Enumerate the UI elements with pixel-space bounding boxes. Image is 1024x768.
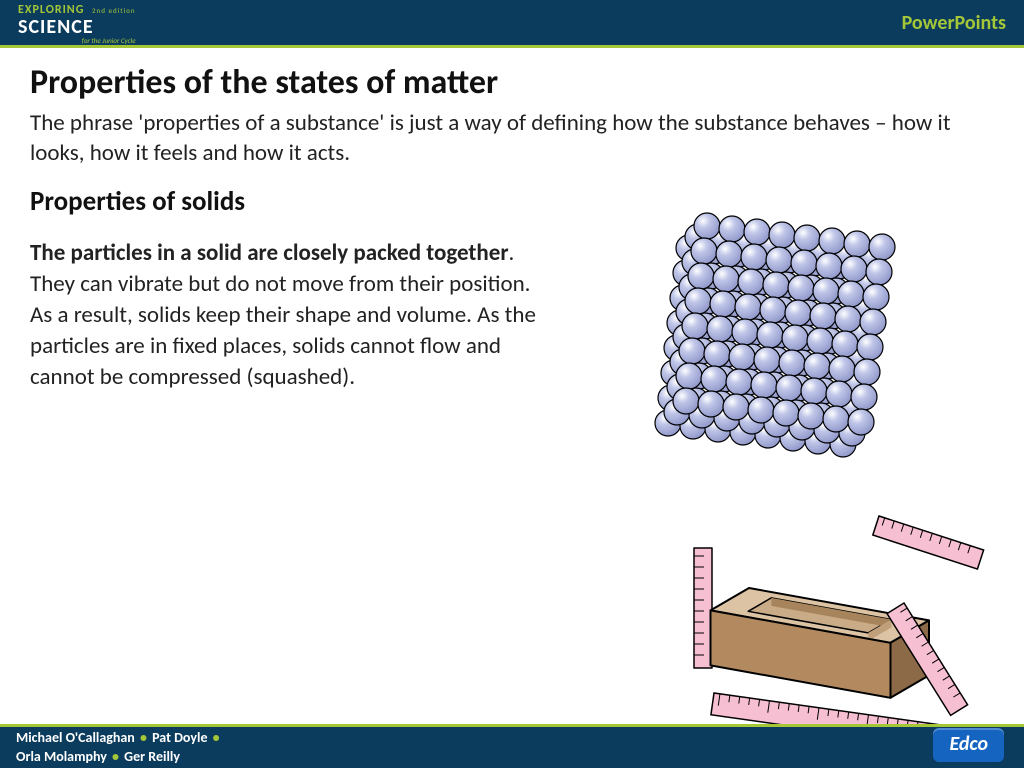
logo-main-text: SCIENCE [18,17,136,37]
authors-list: Michael O'Callaghan • Pat Doyle •Orla Mo… [16,729,222,765]
brick-rulers-diagram [654,508,994,738]
header-bar: EXPLORING 2nd edition SCIENCE for the Ju… [0,0,1024,48]
intro-paragraph: The phrase 'properties of a substance' i… [30,109,994,169]
logo-sub-text: for the Junior Cycle [18,37,136,44]
body-paragraph: The particles in a solid are closely pac… [30,238,550,393]
publisher-badge: Edco [933,728,1004,762]
header-section-label: PowerPoints [902,11,1006,35]
page-title: Properties of the states of matter [30,62,994,103]
particle-cube-diagram [634,188,954,508]
footer-bar: Michael O'Callaghan • Pat Doyle •Orla Mo… [0,724,1024,768]
brand-logo: EXPLORING 2nd edition SCIENCE for the Ju… [18,1,136,44]
slide-content: Properties of the states of matter The p… [0,48,1024,393]
logo-edition: 2nd edition [88,6,136,15]
body-bold-span: The particles in a solid are closely pac… [30,239,509,267]
